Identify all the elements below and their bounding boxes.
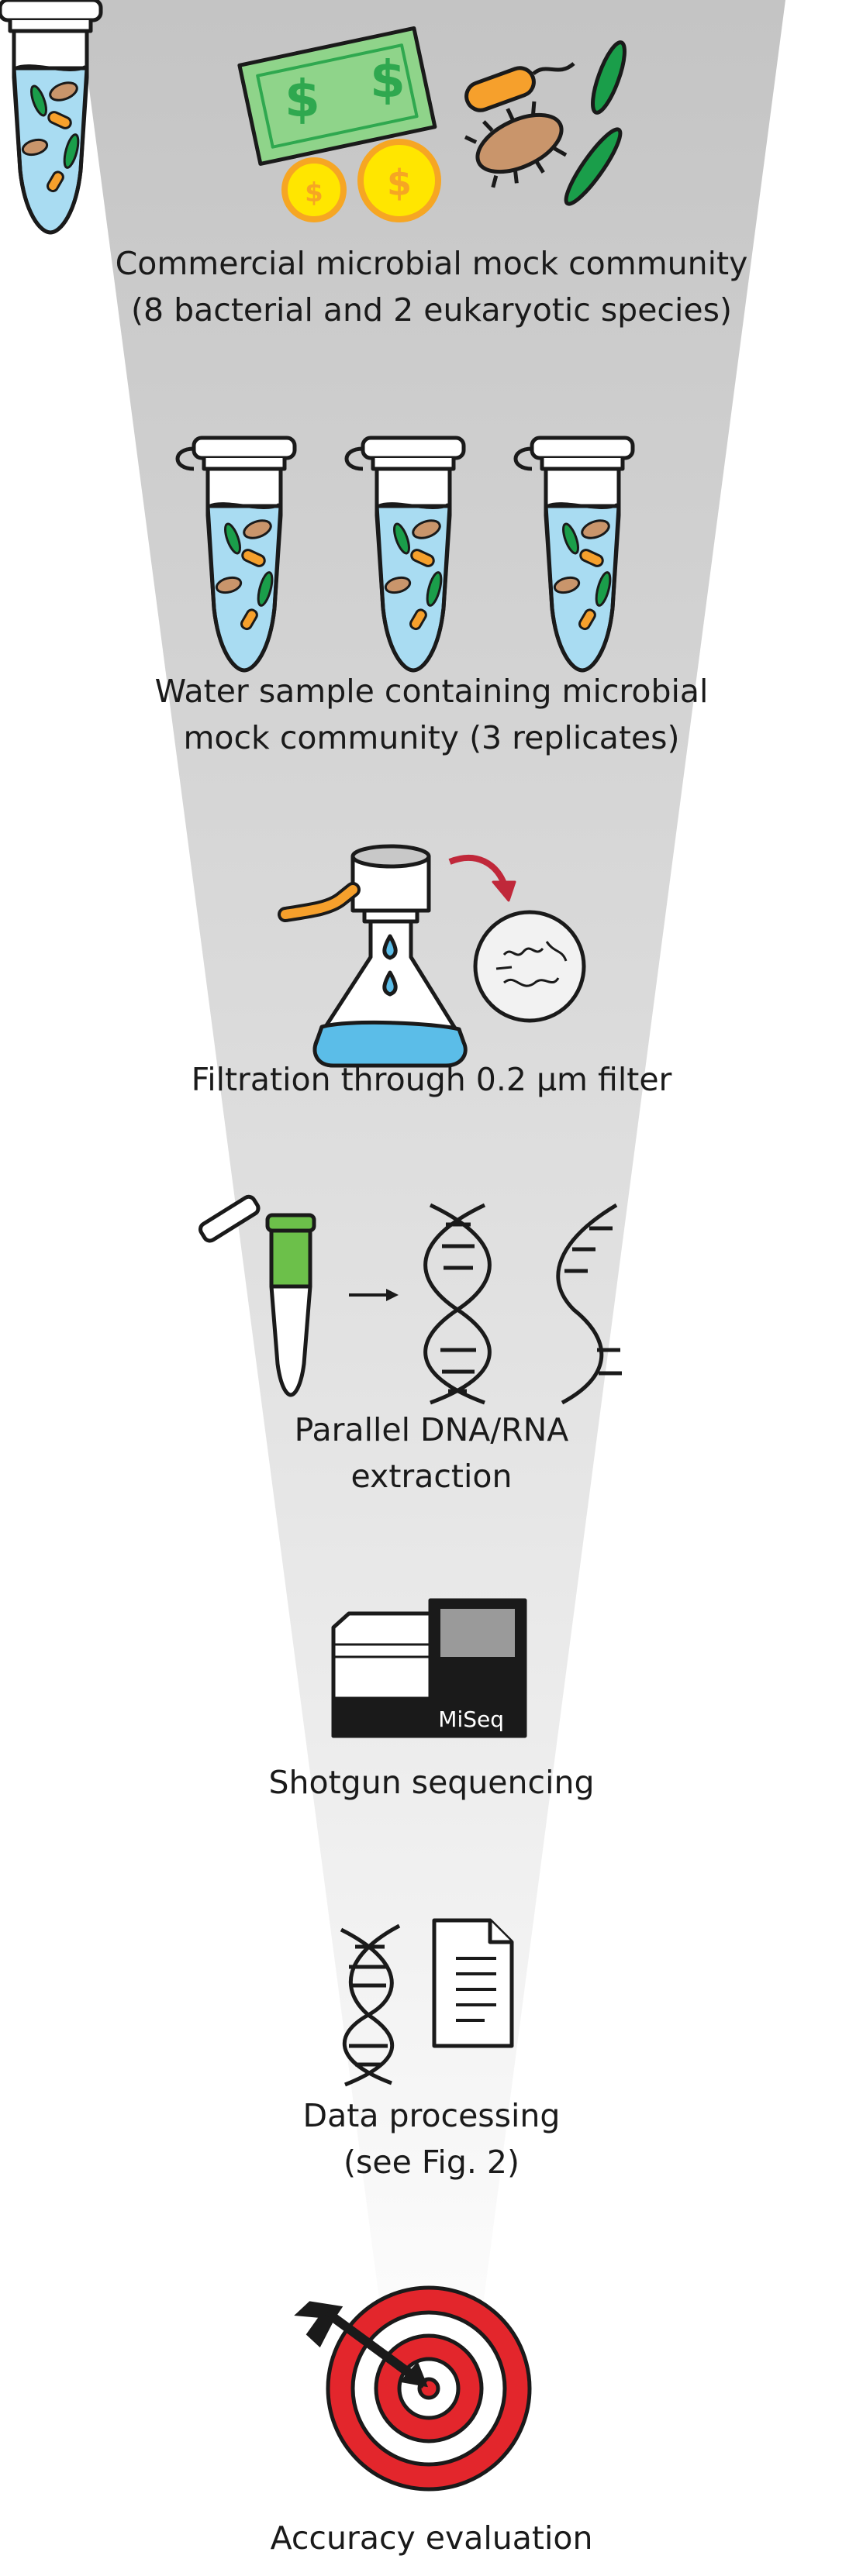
caption-extraction: Parallel DNA/RNA extraction xyxy=(78,1407,785,1500)
caption-line: Water sample containing microbial xyxy=(154,673,709,710)
svg-text:$: $ xyxy=(285,69,320,129)
sequencer-device-label: MiSeq xyxy=(438,1706,504,1732)
funnel-background xyxy=(78,0,785,2441)
caption-evaluation: Accuracy evaluation xyxy=(78,2515,785,2561)
svg-text:$: $ xyxy=(370,50,406,109)
sample-tubes-icon xyxy=(0,0,633,670)
dna-extraction-icon xyxy=(198,1194,622,1405)
money-and-microbes-icon: $ $ $ $ xyxy=(237,26,627,222)
svg-text:$: $ xyxy=(387,162,412,204)
caption-line: (8 bacterial and 2 eukaryotic species) xyxy=(131,291,732,329)
target-icon xyxy=(294,2285,532,2492)
caption-line: Data processing xyxy=(302,2097,561,2134)
sequencer-icon: MiSeq xyxy=(331,1598,527,1738)
caption-line: Filtration through 0.2 µm filter xyxy=(191,1061,672,1098)
caption-water-sample: Water sample containing microbial mock c… xyxy=(78,668,785,761)
svg-text:$: $ xyxy=(305,177,323,208)
caption-processing: Data processing (see Fig. 2) xyxy=(78,2092,785,2185)
caption-filtration: Filtration through 0.2 µm filter xyxy=(78,1056,785,1103)
dna-document-icon xyxy=(340,1918,514,2087)
caption-line: (see Fig. 2) xyxy=(343,2144,520,2181)
caption-line: Parallel DNA/RNA xyxy=(294,1411,569,1448)
caption-line: Shotgun sequencing xyxy=(268,1764,595,1801)
filtration-flask-icon xyxy=(278,844,586,1068)
caption-line: Commercial microbial mock community xyxy=(115,245,748,282)
caption-line: mock community (3 replicates) xyxy=(183,719,680,756)
caption-line: extraction xyxy=(350,1458,513,1495)
caption-mock-community: Commercial microbial mock community (8 b… xyxy=(78,240,785,333)
caption-sequencing: Shotgun sequencing xyxy=(78,1759,785,1806)
caption-line: Accuracy evaluation xyxy=(270,2519,593,2557)
